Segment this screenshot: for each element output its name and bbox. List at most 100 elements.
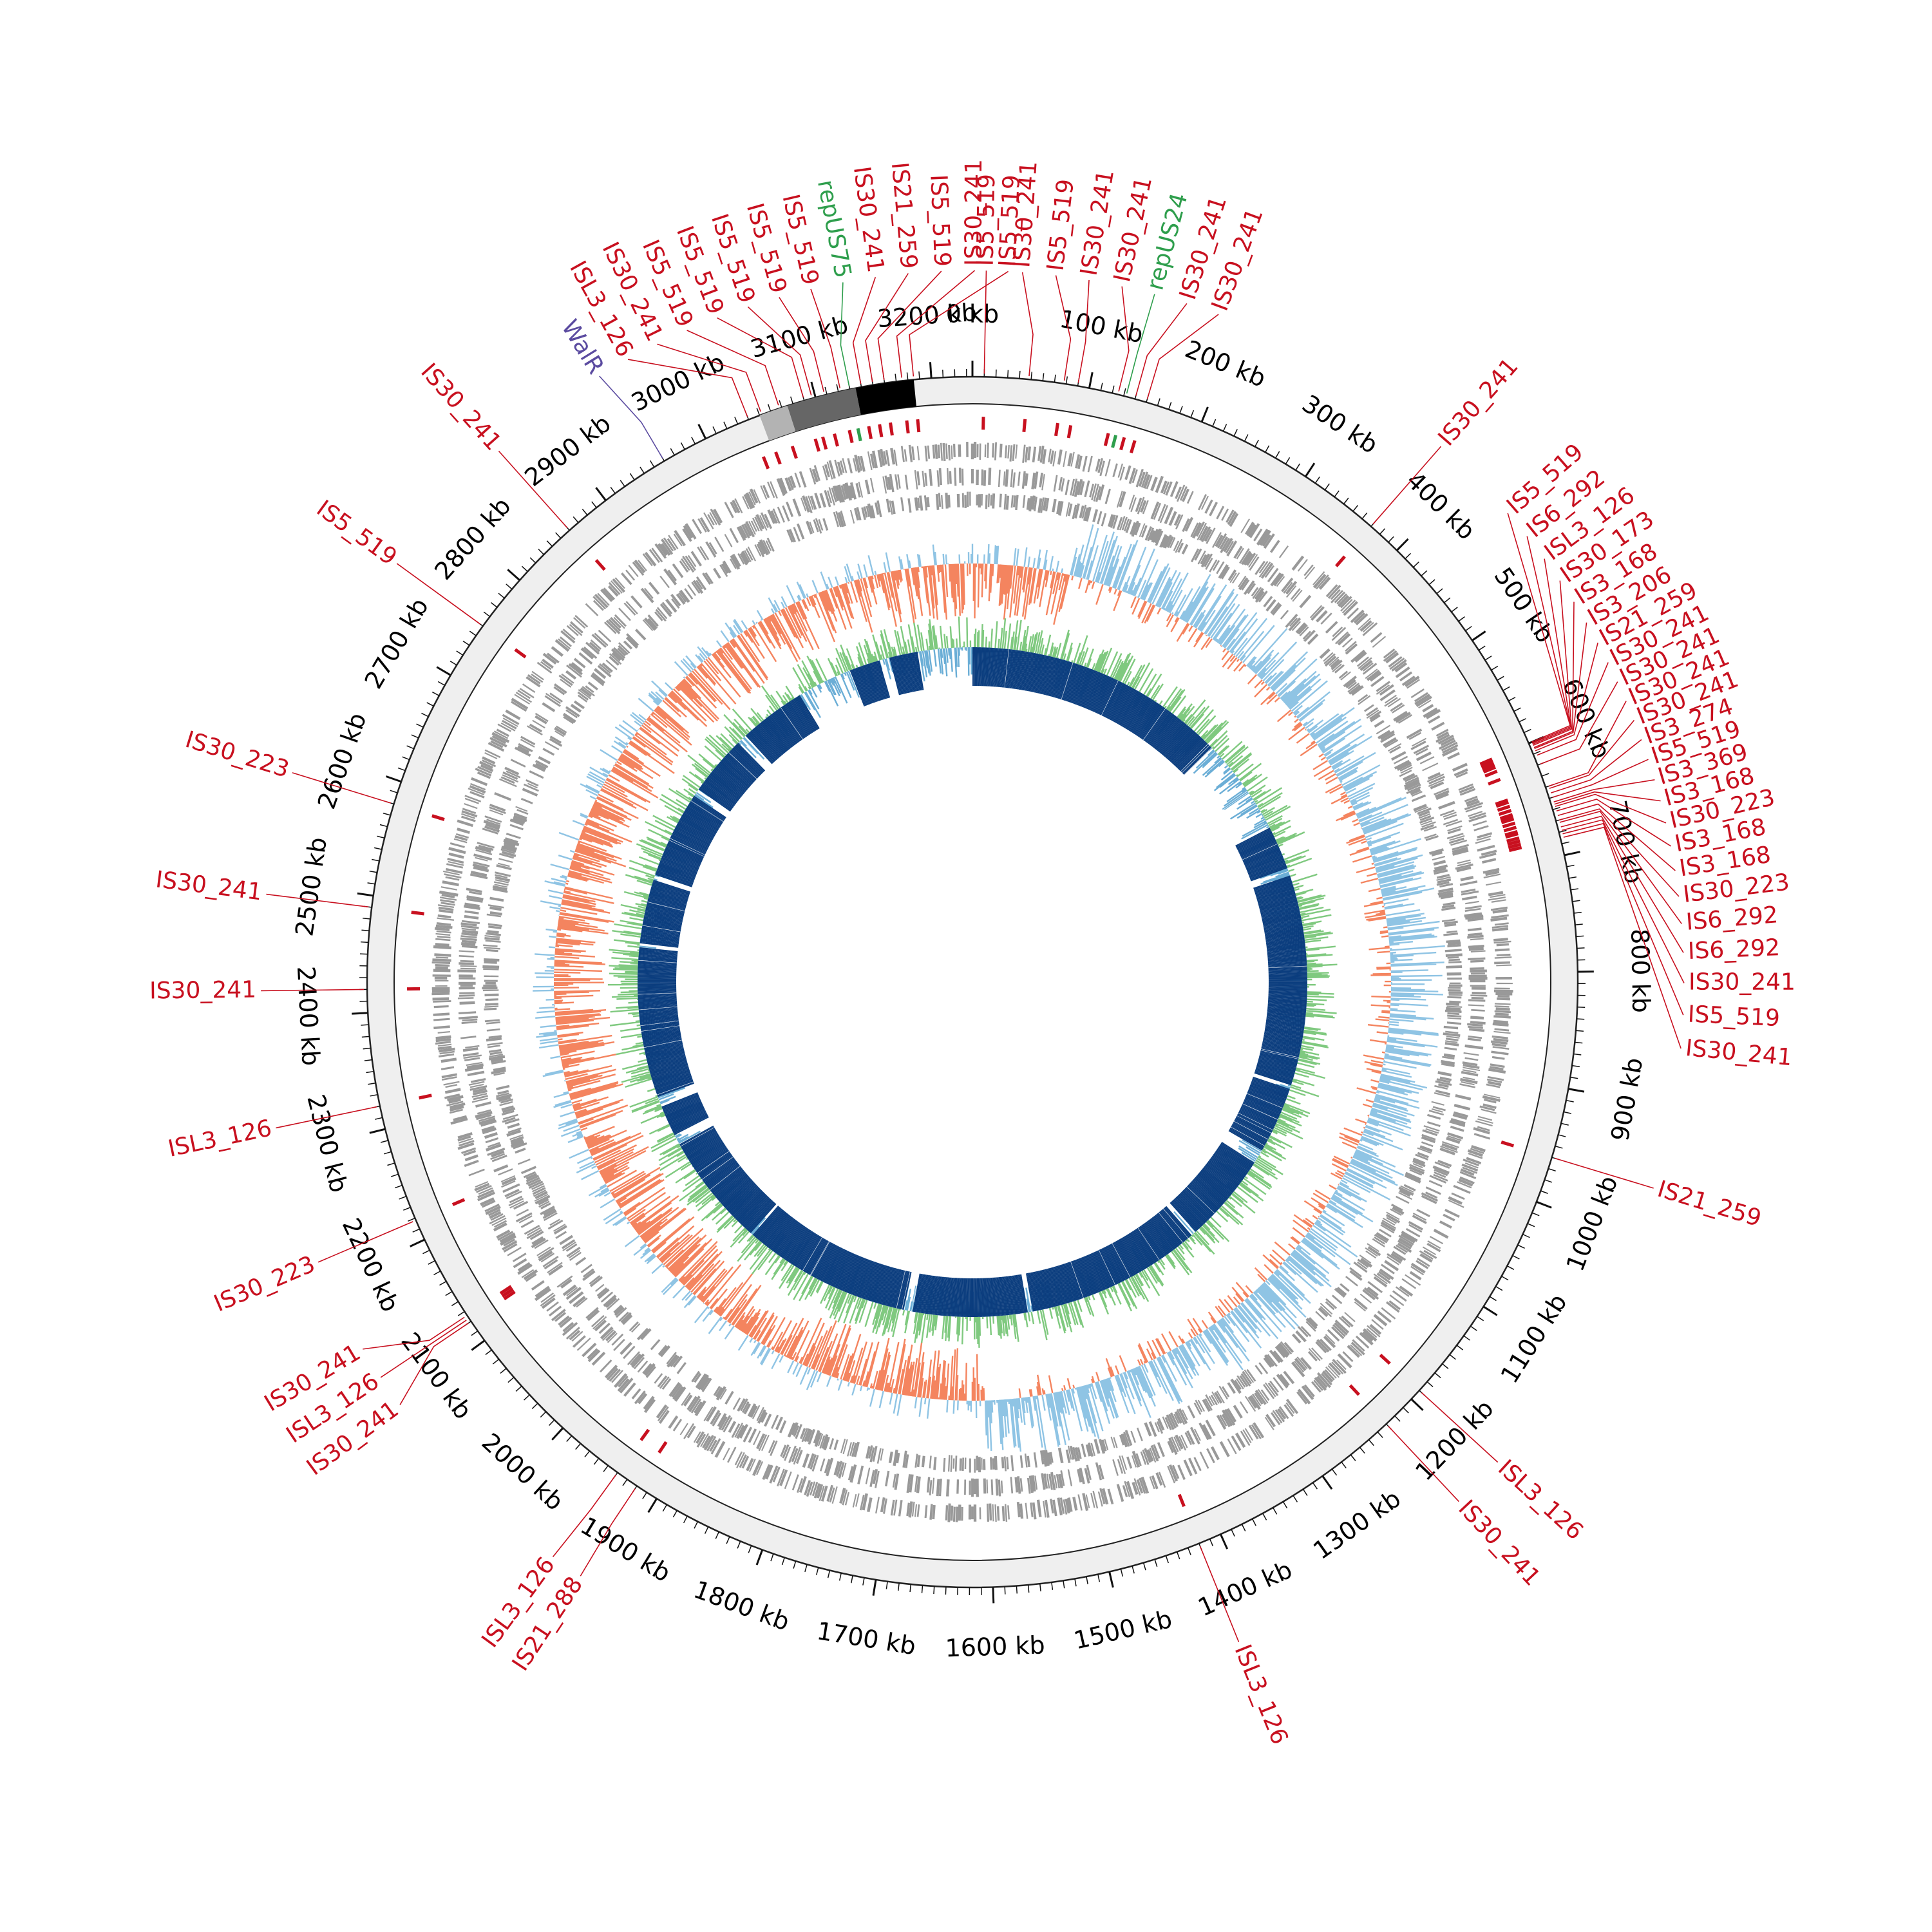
core-block [858,667,873,704]
gene-bar [478,1187,493,1195]
core-block-split [642,925,681,933]
core-block [1268,987,1307,990]
core-block [1267,1005,1307,1010]
gene-bar [748,1428,757,1443]
gene-bar [1159,505,1169,524]
core-block [1257,1061,1296,1073]
core-block [973,647,976,687]
core-block [1078,669,1094,706]
gene-bar [485,823,500,830]
core-block [668,841,704,858]
core-block [1173,736,1201,766]
gene-bar [1219,1441,1230,1457]
core-block [722,759,752,786]
gene-bar [1343,676,1357,688]
gene-bar [1385,652,1399,664]
core-block [1255,1068,1293,1081]
gene-bar [1033,497,1037,511]
core-block [1255,1068,1293,1082]
gene-bar [1074,503,1080,519]
gene-bar [1255,591,1265,603]
core-block [1112,687,1133,722]
gene-bar [741,524,750,539]
core-block [1155,1214,1181,1245]
core-block [1266,1016,1305,1022]
core-block [717,1173,748,1200]
gene-bar [1390,1203,1403,1211]
gene-bar [658,1345,668,1356]
gene-bar [1215,535,1224,547]
gene-bar [1251,587,1259,597]
feature-marker [905,420,910,434]
gene-bar [1170,1412,1179,1428]
core-block [989,647,992,687]
core-block [649,1057,687,1069]
gene-bar [1258,1362,1269,1374]
core-block [664,1098,701,1115]
gene-bar [560,678,572,688]
core-block [670,1110,706,1128]
gene-bar [440,886,457,891]
gene-bar [1363,662,1374,672]
gene-bar [1119,1434,1125,1446]
core-block [730,750,759,778]
gene-bar [1116,1484,1124,1502]
gene-bar [1249,523,1260,538]
core-block [1020,651,1028,690]
core-block [913,652,922,691]
ruler-tick [1570,1076,1578,1079]
core-block [1108,1244,1128,1280]
core-block [640,938,679,945]
gene-bar [1300,1325,1312,1337]
gene-bar [546,652,560,663]
gene-bar [1468,957,1486,961]
core-block [638,1001,677,1006]
core-block [860,666,875,703]
core-block [1256,1066,1294,1079]
gene-bar [1003,493,1007,510]
core-block [1258,894,1296,906]
core-block [1238,1112,1273,1132]
core-block [914,652,923,690]
core-block [1121,1237,1142,1272]
gene-bar [1269,540,1280,553]
core-block [1126,696,1147,730]
gene-bar [1377,1311,1392,1323]
gene-bar [1406,728,1423,739]
gene-bar [1393,755,1408,764]
gene-bar [769,1465,779,1484]
gene-bar [826,1457,834,1477]
core-block [1164,1208,1190,1238]
core-block [1034,654,1044,693]
gene-bar [1065,502,1070,517]
core-block [914,1273,922,1312]
gene-bar [450,842,465,848]
core-block [674,828,710,848]
gene-bar [1242,1370,1253,1385]
core-block [818,1245,837,1280]
core-block [1001,649,1007,688]
gene-bar [1244,580,1255,595]
gene-bar [1067,453,1073,467]
core-block [1159,1211,1185,1242]
core-block [833,1251,851,1287]
gene-bar [1249,1394,1261,1410]
core-block [1091,675,1108,712]
gene-bar [1323,1335,1336,1349]
gene-bar [531,1238,546,1249]
core-block [1215,1150,1248,1174]
gene-bar [1496,943,1510,947]
feature-leader-line [1533,601,1575,748]
gene-bar [1046,1473,1050,1489]
ruler-tick [582,508,588,516]
core-block [1028,653,1037,692]
ruler-tick [1222,424,1227,431]
gene-bar [914,1454,918,1468]
ruler-tick [406,745,414,750]
gene-bar [731,1423,741,1438]
core-block [676,824,711,844]
gene-bar [1390,702,1403,712]
core-block [644,1040,683,1050]
core-block [677,822,712,842]
core-block [643,1038,682,1047]
